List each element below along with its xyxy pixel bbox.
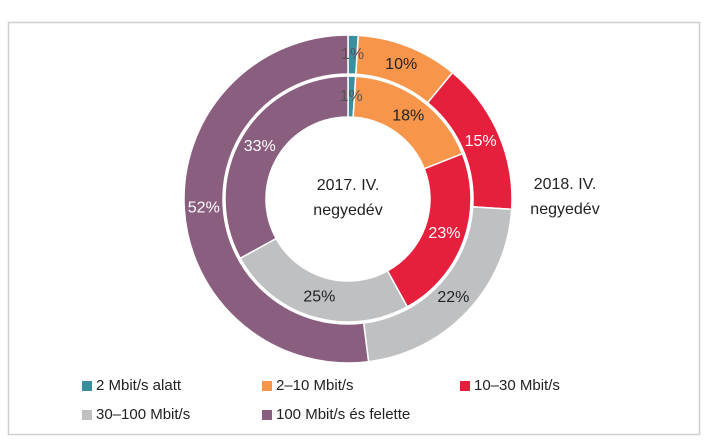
legend-label: 2 Mbit/s alatt xyxy=(96,377,182,394)
data-label: 22% xyxy=(437,289,469,306)
legend-swatch xyxy=(262,381,272,391)
data-label: 52% xyxy=(188,199,220,216)
legend-label: 2–10 Mbit/s xyxy=(276,377,354,394)
legend-swatch xyxy=(82,410,92,420)
data-label: 25% xyxy=(303,289,335,306)
donut-segment xyxy=(224,75,349,260)
ring-label: negyedév xyxy=(313,202,382,219)
data-label: 23% xyxy=(428,225,460,242)
legend-label: 10–30 Mbit/s xyxy=(474,377,560,394)
data-label: 33% xyxy=(244,138,276,155)
data-label: 15% xyxy=(465,133,497,150)
legend-swatch xyxy=(262,410,272,420)
data-label: 1% xyxy=(340,88,363,105)
legend-label: 30–100 Mbit/s xyxy=(96,406,190,423)
ring-label: 2018. IV. xyxy=(534,176,597,193)
legend-label: 100 Mbit/s és felette xyxy=(276,406,410,423)
data-label: 10% xyxy=(385,56,417,73)
data-label: 1% xyxy=(341,46,364,63)
ring-label: 2017. IV. xyxy=(317,177,380,194)
data-label: 18% xyxy=(392,107,424,124)
legend-swatch xyxy=(82,381,92,391)
donut-segment xyxy=(183,34,370,364)
legend-swatch xyxy=(460,381,470,391)
ring-label: negyedév xyxy=(530,201,599,218)
